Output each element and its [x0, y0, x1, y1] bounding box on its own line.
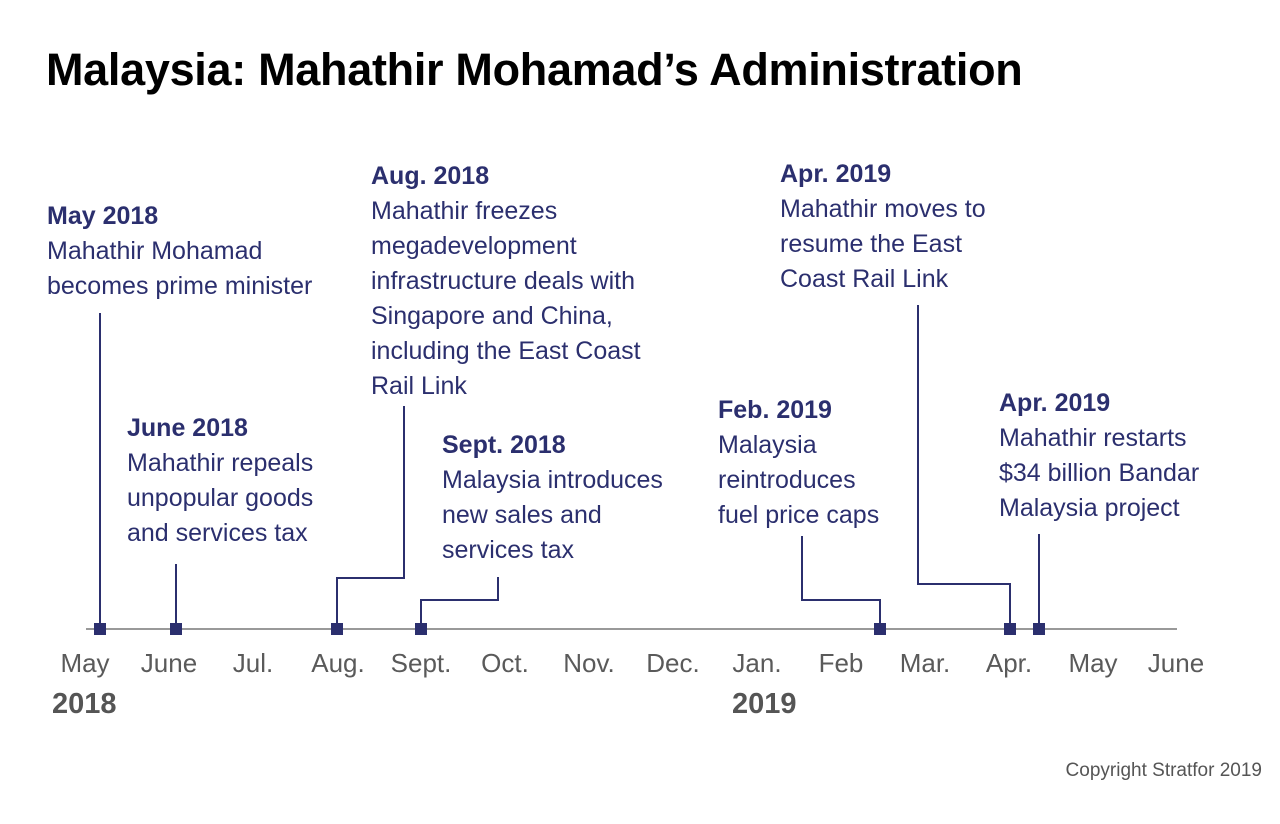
- event-marker: [1033, 623, 1045, 635]
- event-marker: [94, 623, 106, 635]
- event-description: Mahathir restarts $34 billion Bandar Mal…: [999, 424, 1200, 522]
- month-label: Dec.: [646, 648, 700, 678]
- event-date: June 2018: [127, 414, 248, 442]
- event-description: Mahathir moves to resume the East Coast …: [780, 195, 986, 293]
- month-label: Nov.: [563, 648, 615, 678]
- month-label: Oct.: [481, 648, 529, 678]
- event-marker: [874, 623, 886, 635]
- copyright-notice: Copyright Stratfor 2019: [1065, 760, 1262, 781]
- event-description: Malaysia reintroduces fuel price caps: [718, 431, 880, 529]
- event-date: May 2018: [47, 202, 159, 230]
- event-date: Aug. 2018: [371, 162, 490, 190]
- event-apr-2019-bandar: Apr. 2019 Mahathir restarts $34 billion …: [999, 385, 1199, 526]
- month-label: Feb: [818, 648, 864, 678]
- month-label: Apr.: [985, 648, 1033, 678]
- event-description: Malaysia introduces new sales and servic…: [442, 466, 663, 564]
- event-marker: [331, 623, 343, 635]
- event-aug-2018: Aug. 2018 Mahathir freezes megadevelopme…: [371, 158, 641, 404]
- event-description: Mahathir Mohamad becomes prime minister: [47, 237, 313, 300]
- event-description: Mahathir freezes megadevelopment infrast…: [371, 197, 641, 400]
- month-label: May: [1068, 648, 1118, 678]
- month-label: June: [1147, 648, 1205, 678]
- month-label: May: [60, 648, 110, 678]
- event-june-2018: June 2018 Mahathir repeals unpopular goo…: [127, 410, 313, 551]
- month-label: Jul.: [232, 648, 274, 678]
- event-date: Apr. 2019: [999, 389, 1111, 417]
- event-marker: [1004, 623, 1016, 635]
- year-label-2019: 2019: [732, 688, 797, 720]
- connector-aug-2018: [336, 406, 405, 629]
- event-marker: [415, 623, 427, 635]
- event-marker: [170, 623, 182, 635]
- page-title: Malaysia: Mahathir Mohamad’s Administrat…: [46, 44, 1023, 95]
- month-label: Sept.: [390, 648, 452, 678]
- event-date: Sept. 2018: [442, 431, 566, 459]
- month-label: June: [140, 648, 198, 678]
- year-label-2018: 2018: [52, 688, 117, 720]
- event-date: Feb. 2019: [718, 396, 832, 424]
- event-sept-2018: Sept. 2018 Malaysia introduces new sales…: [442, 427, 663, 568]
- event-may-2018: May 2018 Mahathir Mohamad becomes prime …: [47, 198, 312, 304]
- event-description: Mahathir repeals unpopular goods and ser…: [127, 449, 314, 547]
- event-feb-2019: Feb. 2019 Malaysia reintroduces fuel pri…: [718, 392, 879, 533]
- month-label: Mar.: [899, 648, 951, 678]
- event-apr-2019-rail-link: Apr. 2019 Mahathir moves to resume the E…: [780, 156, 986, 297]
- connector-apr-2019-rail: [917, 305, 1011, 629]
- month-label: Aug.: [311, 648, 365, 678]
- connector-sept-2018: [420, 577, 499, 629]
- month-label: Jan.: [732, 648, 782, 678]
- event-date: Apr. 2019: [780, 160, 892, 188]
- connector-feb-2019: [801, 536, 881, 629]
